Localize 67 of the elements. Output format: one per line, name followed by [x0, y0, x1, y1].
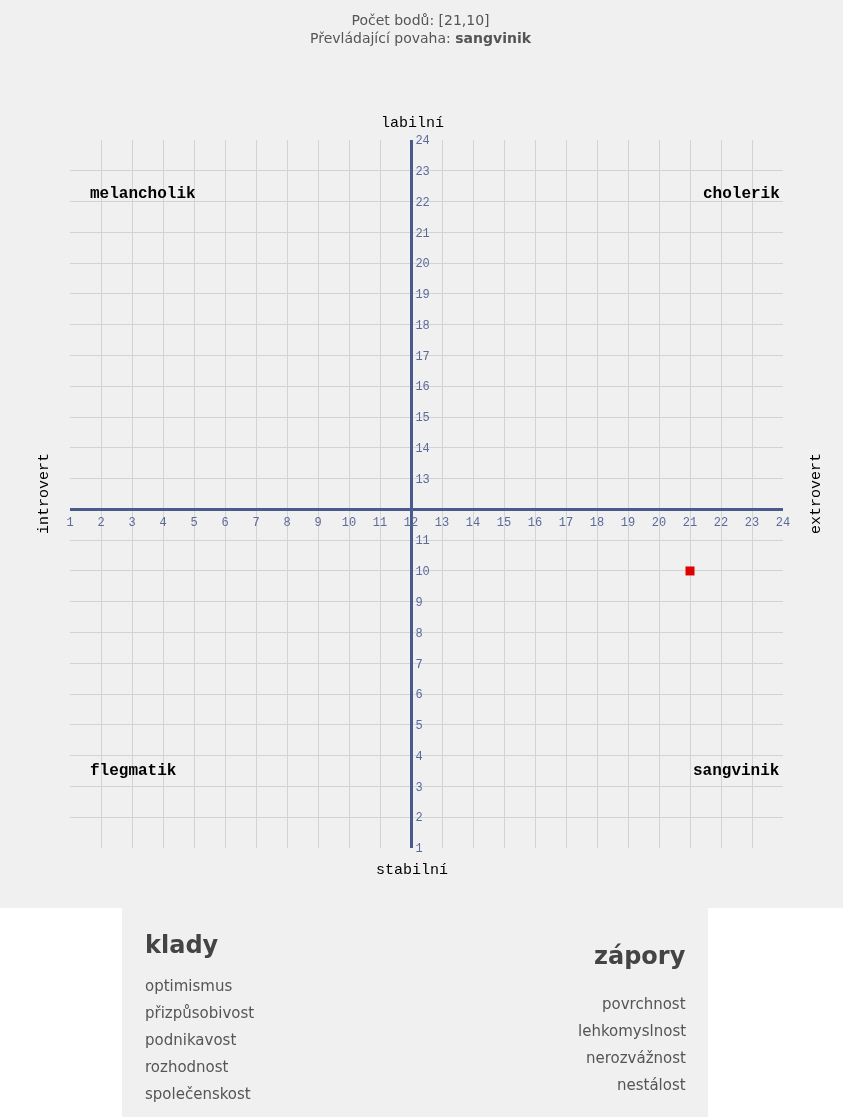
- text: klady: [145, 931, 219, 959]
- y-tick-label: 2: [415, 811, 423, 826]
- text: extrovert: [808, 452, 825, 534]
- annotation: flegmatik: [90, 762, 177, 780]
- text: lehkomyslnost: [578, 1022, 687, 1040]
- text: zápory: [594, 942, 686, 970]
- annotation: melancholik: [90, 185, 197, 203]
- x-tick-label: 8: [283, 515, 291, 530]
- x-tick-label: 2: [97, 515, 105, 530]
- chart-title: Počet bodů: [21,10]: [351, 12, 490, 28]
- y-tick-label: 21: [415, 226, 430, 241]
- x-tick-label: 21: [682, 515, 698, 530]
- y-tick-label: 4: [415, 749, 423, 764]
- text: stabilní: [376, 862, 449, 879]
- y-tick-label: 14: [415, 442, 430, 457]
- text: podnikavost: [145, 1031, 237, 1049]
- y-tick-label: 19: [415, 288, 430, 303]
- text: optimismus: [145, 977, 233, 995]
- annotation: cholerik: [703, 185, 781, 203]
- y-tick-label: 23: [415, 164, 430, 179]
- y-tick-label: 20: [415, 257, 430, 272]
- y-tick-label: 11: [415, 534, 430, 549]
- x-tick-label: 14: [465, 515, 481, 530]
- x-tick-label: 18: [589, 515, 605, 530]
- x-tick-label: 9: [314, 515, 322, 530]
- x-tick-label: 10: [341, 515, 357, 530]
- x-tick-label: 6: [221, 515, 229, 530]
- x-tick-label: 7: [252, 515, 260, 530]
- y-tick-label: 8: [415, 626, 423, 641]
- x-tick-label: 15: [496, 515, 512, 530]
- x-tick-label: 13: [434, 515, 450, 530]
- y-tick-label: 5: [415, 719, 423, 734]
- x-tick-label: 23: [744, 515, 760, 530]
- x-tick-label: 16: [527, 515, 543, 530]
- y-tick-label: 7: [415, 657, 423, 672]
- x-tick-label: 3: [128, 515, 136, 530]
- y-tick-label: 6: [415, 688, 423, 703]
- x-tick-label: 20: [651, 515, 667, 530]
- x-tick-label: 4: [159, 515, 167, 530]
- x-tick-label: 19: [620, 515, 636, 530]
- text: přizpůsobivost: [145, 1004, 255, 1022]
- text: společenskost: [145, 1085, 251, 1103]
- text: introvert: [36, 452, 53, 534]
- chart-subtitle: Převládající povaha: sangvinik: [310, 30, 532, 47]
- y-tick-label: 1: [415, 842, 423, 857]
- x-tick-label: 24: [775, 515, 791, 530]
- y-tick-label: 10: [415, 565, 430, 580]
- x-tick-label: 17: [558, 515, 574, 530]
- x-tick-label: 11: [372, 515, 388, 530]
- y-tick-label: 3: [415, 780, 423, 795]
- text: povrchnost: [602, 995, 686, 1013]
- text: rozhodnost: [145, 1058, 229, 1076]
- y-tick-label: 24: [415, 134, 430, 149]
- x-tick-label: 22: [713, 515, 729, 530]
- text: labilní: [381, 115, 445, 132]
- x-tick-label: 1: [66, 515, 74, 530]
- y-tick-label: 18: [415, 318, 430, 333]
- y-tick-label: 22: [415, 195, 430, 210]
- x-tick-label: 5: [190, 515, 198, 530]
- y-tick-label: 9: [415, 595, 423, 610]
- y-tick-label: 17: [415, 349, 430, 364]
- text: nestálost: [617, 1076, 686, 1094]
- y-tick-label: 15: [415, 411, 430, 426]
- annotation: sangvinik: [693, 762, 780, 780]
- y-tick-label: 13: [415, 472, 430, 487]
- text: nerozvážnost: [586, 1049, 687, 1067]
- y-tick-label: 16: [415, 380, 430, 395]
